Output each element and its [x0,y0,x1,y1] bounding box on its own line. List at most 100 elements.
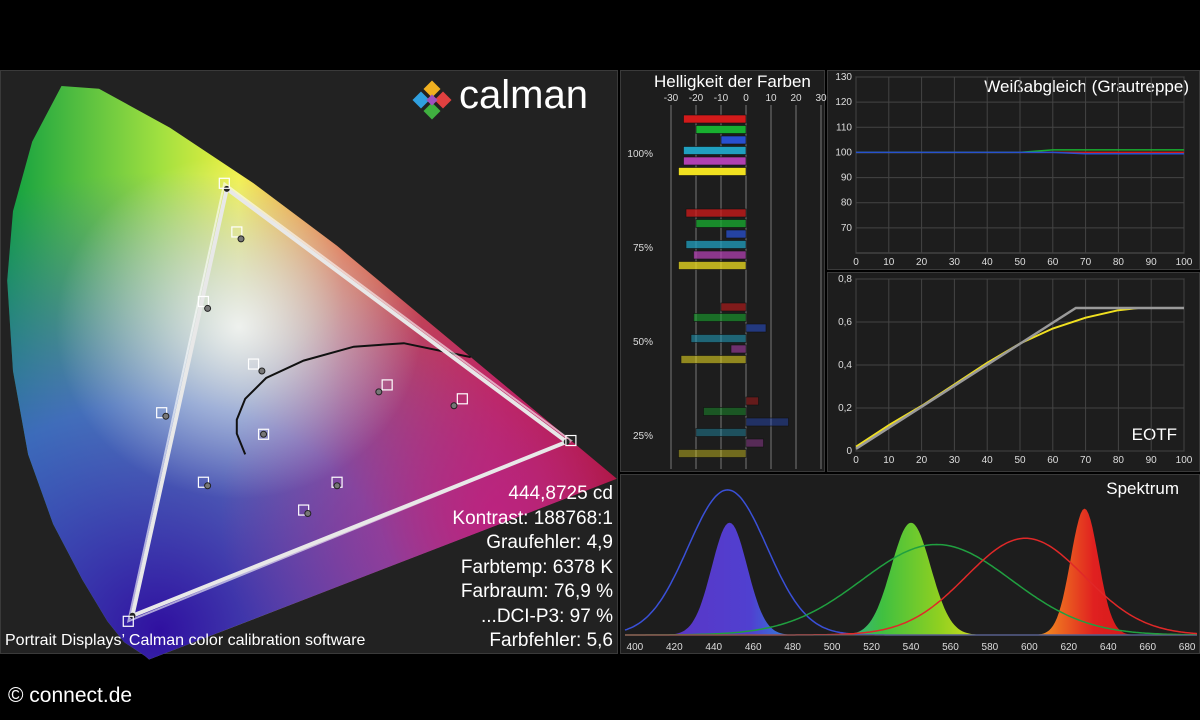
brightness-bar [683,146,747,155]
brightness-group-label: 25% [633,431,653,442]
brightness-bar [680,355,747,364]
software-caption: Portrait Displays’ Calman color calibrat… [5,632,366,649]
brightness-bar [693,250,747,260]
x-tick-label: 70 [1080,257,1092,268]
brightness-x-tick: 30 [815,93,827,104]
y-tick-label: 0,8 [838,274,852,285]
spectrum-x-tick: 500 [824,642,841,653]
x-tick-label: 10 [883,455,895,466]
brightness-bar [678,167,747,176]
measured-gamut-triangle [129,185,571,619]
primary-target-marker [565,434,577,447]
brightness-bar [693,313,747,322]
y-tick-label: 90 [841,173,853,184]
brightness-x-tick: 20 [790,93,802,104]
calman-logo-icon [412,80,452,120]
spectrum-x-tick: 420 [666,642,683,653]
primary-target-marker [122,615,134,627]
brightness-bar [720,135,747,145]
x-tick-label: 0 [853,257,859,268]
x-tick-label: 100 [1176,455,1193,466]
target-marker [156,407,168,419]
spectrum-x-tick: 580 [982,642,999,653]
x-tick-label: 40 [982,257,994,268]
target-marker [197,476,210,488]
whitebalance-chart: 0 10 20 30 40 50 60 70 80 90 100 130 120 110 100 90 80 70 [835,72,1193,268]
x-tick-label: 80 [1113,257,1125,268]
x-tick-label: 90 [1146,257,1158,268]
brightness-x-tick: -20 [689,93,704,104]
measured-point [258,367,266,375]
spectrum-x-tick: 560 [942,642,959,653]
y-tick-label: 120 [835,97,852,108]
x-tick-label: 100 [1176,257,1193,268]
whitebalance-title: Weißabgleich (Grautreppe) [984,77,1189,96]
y-tick-label: 0,4 [838,360,852,371]
brightness-group-label: 75% [633,243,653,254]
brightness-bar [695,428,747,437]
spectrum-x-tick: 660 [1139,642,1156,653]
whitebalance-series [856,151,1184,155]
brightness-x-tick: -30 [664,93,679,104]
brightness-bar [678,449,747,458]
spectrum-reference-curve [625,543,1197,636]
y-tick-label: 80 [841,198,853,209]
calman-logo-text: calman [459,73,588,117]
eotf-chart: 0 10 20 30 40 50 60 70 80 90 100 0,8 0,6 0,4 0,2 0 [838,274,1193,466]
brightness-bar [683,156,747,166]
y-tick-label: 70 [841,223,853,234]
x-tick-label: 0 [853,455,859,466]
brightness-bar [745,323,767,333]
eotf-series [855,306,1184,450]
x-tick-label: 60 [1047,455,1059,466]
stat-color-error: Farbfehler: 5,6 [489,630,613,651]
spectrum-x-tick: 640 [1100,642,1117,653]
x-tick-label: 40 [982,455,994,466]
brightness-bar [745,417,789,427]
cie-chromaticity-chart [7,86,617,660]
measured-point [204,482,212,490]
spectrum-chart: 400 420 440 460 480 500 520 540 560 580 600 620 640 6… [624,489,1198,653]
spectrum-panel: Spektrum 400 420 440 460 480 500 520 540 560 580 6… [620,474,1200,654]
brightness-bar [745,438,764,448]
brightness-title: Helligkeit der Farben [654,72,811,91]
target-marker [231,226,243,238]
x-tick-label: 20 [916,455,928,466]
whitebalance-panel: Weißabgleich (Grautreppe) 0 10 20 30 40 50 60 7… [827,70,1200,270]
brightness-bar [695,125,747,134]
measured-point [304,510,312,518]
brightness-bar [725,229,747,239]
target-marker [381,379,393,391]
measured-point [162,412,170,420]
stat-color-temp: Farbtemp: 6378 K [460,557,613,578]
stat-luminance: 444,8725 cd [508,483,613,504]
spectrum-title: Spektrum [1106,479,1179,498]
eotf-panel: EOTF 0 10 20 30 40 50 60 70 80 90 100 0,8 0,6 0,4 0,2 0 [827,272,1200,472]
measured-point [260,430,268,438]
stat-contrast: Kontrast: 188768:1 [452,508,613,529]
eotf-title: EOTF [1131,425,1177,444]
spectrum-x-tick: 620 [1060,642,1077,653]
x-tick-label: 10 [883,257,895,268]
spectrum-x-tick: 600 [1021,642,1038,653]
brightness-x-tick: 0 [743,93,749,104]
target-marker [456,393,468,405]
spectrum-x-tick: 460 [745,642,762,653]
x-tick-label: 70 [1080,455,1092,466]
measured-point [333,482,341,490]
target-marker [298,504,310,516]
brightness-group-label: 50% [633,337,653,348]
stat-gray-error: Graufehler: 4,9 [486,532,613,553]
spectrum-x-tick: 440 [705,642,722,653]
spectrum-x-tick: 520 [863,642,880,653]
spectrum-x-tick: 540 [903,642,920,653]
brightness-x-tick: 10 [765,93,777,104]
x-tick-label: 90 [1146,455,1158,466]
spectrum-x-tick: 400 [627,642,644,653]
brightness-bar [730,344,747,354]
stat-gamut: Farbraum: 76,9 % [460,581,613,602]
spectrum-x-tick: 680 [1179,642,1196,653]
x-tick-label: 20 [916,257,928,268]
brightness-bar [683,114,747,124]
x-tick-label: 50 [1014,455,1026,466]
